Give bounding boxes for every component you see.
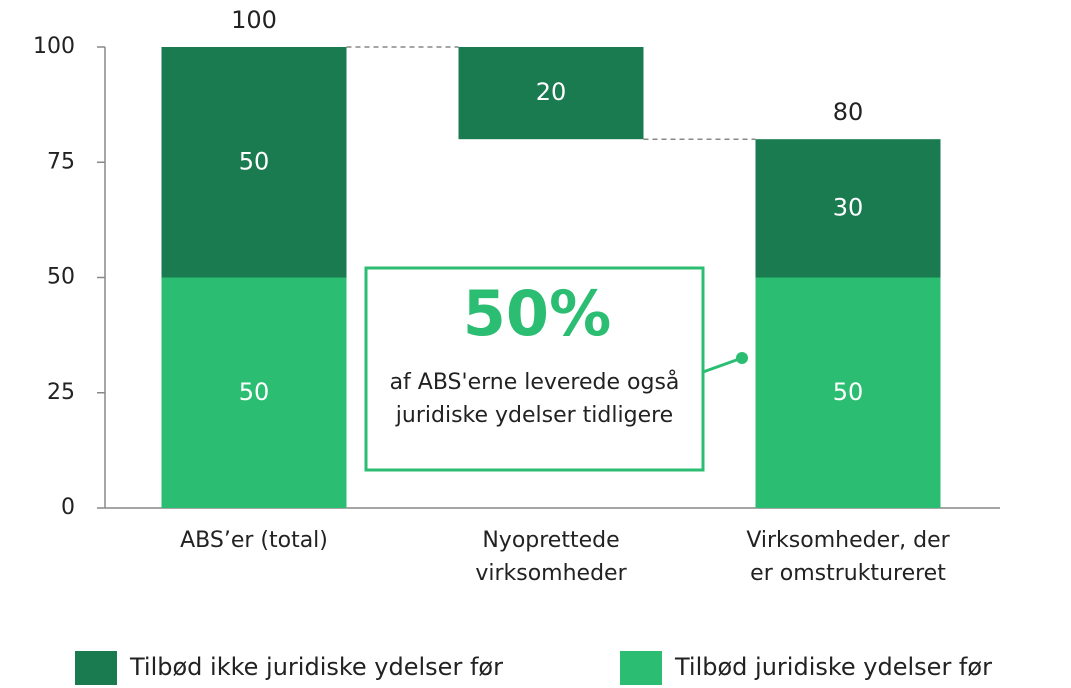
y-tick-label: 50 xyxy=(47,265,75,290)
bar-label: 50 xyxy=(239,378,270,406)
bar-label: 50 xyxy=(833,378,864,406)
legend-swatch xyxy=(620,651,662,685)
annotation-box xyxy=(364,266,705,472)
bar-label: 20 xyxy=(536,78,567,106)
annotation-dot xyxy=(736,352,748,364)
bar xyxy=(161,47,347,278)
y-tick-label: 0 xyxy=(61,495,75,520)
legend-label: Tilbød ikke juridiske ydelser før xyxy=(129,653,503,681)
legend-swatch xyxy=(75,651,117,685)
annotation-headline: 50% xyxy=(463,277,611,350)
annotation-pointer xyxy=(702,356,743,374)
y-tick-label: 100 xyxy=(33,34,75,59)
bar-label: 50 xyxy=(239,147,270,175)
bar xyxy=(755,139,941,278)
bar xyxy=(458,47,644,140)
x-tick-label: Virksomheder, der er omstruktureret xyxy=(746,528,950,586)
bar-label: 30 xyxy=(833,193,864,221)
total-label: 80 xyxy=(833,98,864,126)
annotation-text: af ABS'erne leverede også juridiske ydel… xyxy=(389,370,680,428)
total-label: 100 xyxy=(231,6,277,34)
y-tick-label: 75 xyxy=(47,149,75,174)
bar xyxy=(755,277,941,508)
y-tick-label: 25 xyxy=(47,380,75,405)
legend-label: Tilbød juridiske ydelser før xyxy=(674,653,992,681)
x-tick-label: Nyoprettede virksomheder xyxy=(475,528,627,586)
x-tick-label: ABS’er (total) xyxy=(180,528,328,553)
bar xyxy=(161,277,347,508)
